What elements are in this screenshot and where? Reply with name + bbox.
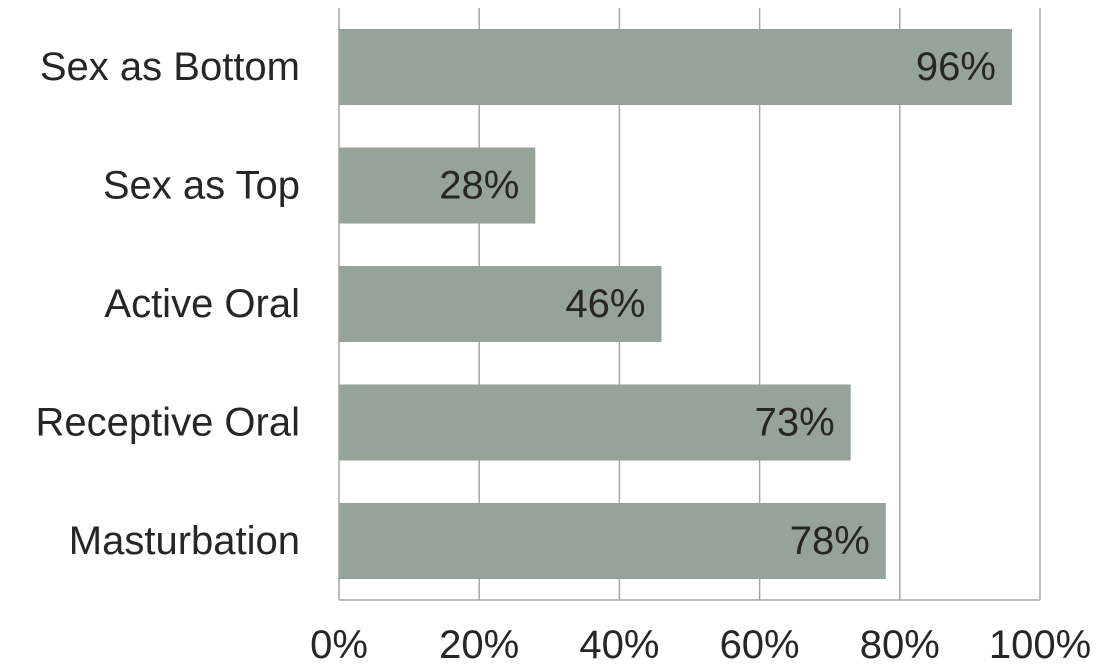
value-label: 96% — [916, 45, 996, 89]
bar-receptive-oral — [339, 384, 851, 461]
value-label: 28% — [439, 164, 519, 208]
value-label: 46% — [565, 282, 645, 326]
category-label: Active Oral — [104, 282, 300, 326]
value-label: 73% — [755, 401, 835, 445]
category-label: Sex as Top — [103, 164, 300, 208]
x-tick-label: 80% — [860, 623, 940, 667]
x-tick-label: 100% — [989, 623, 1091, 667]
x-axis-tick-labels: 0% 20% 40% 60% 80% 100% — [310, 623, 1091, 667]
category-label: Receptive Oral — [35, 401, 300, 445]
bars — [339, 29, 1012, 579]
value-labels: 96% 28% 46% 73% 78% — [439, 45, 996, 563]
x-tick-label: 20% — [439, 623, 519, 667]
x-tick-label: 60% — [720, 623, 800, 667]
bar-active-oral — [339, 266, 662, 342]
bar-sex-as-bottom — [339, 29, 1012, 105]
category-labels: Sex as Bottom Sex as Top Active Oral Recept… — [35, 45, 300, 563]
category-label: Masturbation — [69, 519, 300, 563]
x-tick-label: 40% — [579, 623, 659, 667]
bar-sex-as-top — [339, 147, 536, 224]
category-label: Sex as Bottom — [40, 45, 300, 89]
value-label: 78% — [790, 519, 870, 563]
bar-masturbation — [339, 503, 886, 579]
x-tick-label: 0% — [310, 623, 368, 667]
